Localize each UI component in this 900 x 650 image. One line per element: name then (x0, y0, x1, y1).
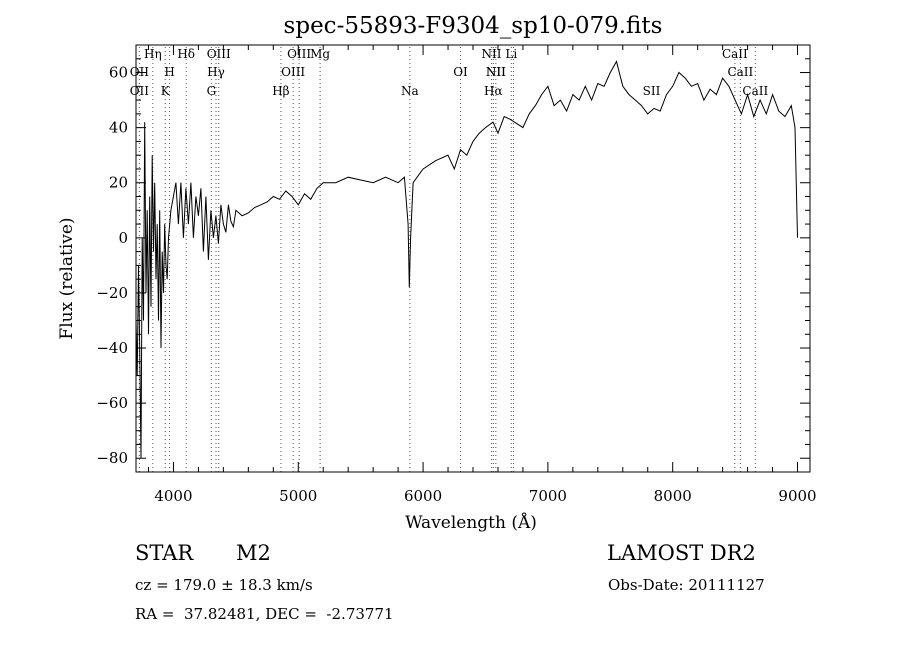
y-tick-label: 40 (109, 119, 128, 137)
x-tick-label: 9000 (778, 487, 816, 505)
line-label: OIII (287, 47, 311, 61)
line-label: Mg (310, 47, 330, 61)
line-label: NII (481, 47, 501, 61)
line-label: K (161, 84, 171, 98)
line-label: SII (643, 84, 661, 98)
line-label: Li (505, 47, 517, 61)
line-label: G (207, 84, 217, 98)
y-tick-label: 20 (109, 174, 128, 192)
line-label: H (164, 65, 174, 79)
x-tick-label: 4000 (154, 487, 192, 505)
x-tick-label: 5000 (279, 487, 317, 505)
survey-label: LAMOST DR2 (607, 541, 756, 565)
redshift-text: cz = 179.0 ± 18.3 km/s (135, 576, 313, 594)
line-label: OI (453, 65, 468, 79)
coordinates-text: RA = 37.82481, DEC = -2.73771 (135, 605, 394, 623)
y-tick-label: 60 (109, 64, 128, 82)
line-label: CaII (727, 65, 753, 79)
y-tick-label: −60 (96, 394, 128, 412)
x-tick-label: 6000 (404, 487, 442, 505)
y-tick-label: 0 (118, 229, 128, 247)
line-label: Hη (144, 47, 162, 61)
line-label: Na (401, 84, 419, 98)
line-label: OII (130, 65, 150, 79)
y-axis-label: Flux (relative) (57, 217, 77, 339)
line-label: CaII (742, 84, 768, 98)
line-label: Hβ (272, 84, 289, 98)
plot-frame (135, 44, 811, 473)
x-tick-label: 8000 (654, 487, 692, 505)
chart-title: spec-55893-F9304_sp10-079.fits (284, 13, 663, 39)
line-label: Hγ (207, 65, 225, 79)
line-label: NII (486, 65, 506, 79)
line-label: OIII (207, 47, 231, 61)
line-label: OIII (281, 65, 305, 79)
x-axis-label: Wavelength (Å) (405, 512, 537, 533)
line-label: CaII (722, 47, 748, 61)
y-tick-label: −80 (96, 449, 128, 467)
obs-date-text: Obs-Date: 20111127 (608, 576, 765, 594)
line-label: NII (486, 65, 506, 79)
line-label: Hα (484, 84, 503, 98)
x-tick-label: 7000 (529, 487, 567, 505)
y-tick-label: −40 (96, 339, 128, 357)
spectrum-series (135, 60, 798, 459)
y-tick-label: −20 (96, 284, 128, 302)
line-label: Hδ (177, 47, 195, 61)
object-class: STAR (135, 541, 194, 565)
line-label: OII (130, 84, 150, 98)
object-subclass: M2 (236, 541, 271, 565)
